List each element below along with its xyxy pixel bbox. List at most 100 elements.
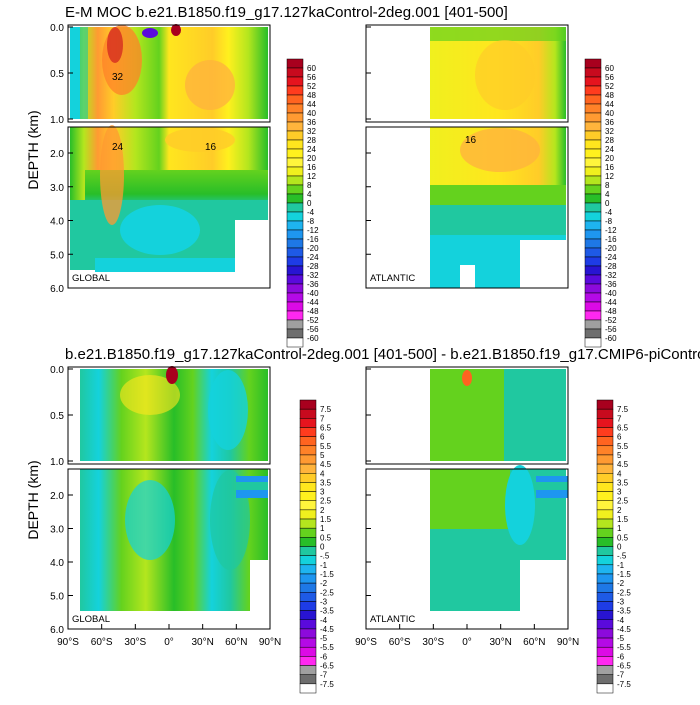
lat-tick-label: 30°N: [489, 637, 511, 648]
colorbar-swatch: [596, 473, 614, 483]
colorbar-swatch: [584, 166, 602, 177]
colorbar-label: 24: [605, 145, 614, 154]
colorbar-swatch: [286, 319, 304, 330]
colorbar-label: -4.5: [617, 625, 631, 634]
contour-label-24: 24: [112, 142, 124, 153]
colorbar-label: -20: [307, 244, 319, 253]
latitude-tick-labels: 90°S 60°S 30°S 0° 30°N 60°N 90°N 90°S 60°S 30°S 0°…: [57, 624, 579, 648]
colorbar-label: -3.5: [617, 607, 631, 616]
colorbar-swatch: [584, 292, 602, 303]
colorbar-label: 4: [307, 190, 312, 199]
colorbar-swatch: [596, 408, 614, 419]
colorbar-swatch: [299, 628, 317, 639]
colorbar-swatch: [286, 166, 304, 177]
colorbar-swatch: [596, 546, 614, 556]
colorbar-swatch: [286, 283, 304, 294]
depth-tick-label: 3.0: [50, 525, 64, 536]
colorbar-label: 5.5: [320, 442, 332, 451]
colorbar-label: 60: [605, 64, 614, 73]
colorbar-label: -2: [320, 579, 328, 588]
colorbar-swatch: [299, 656, 317, 666]
colorbar-label: -32: [605, 271, 617, 280]
colorbar-label: -2.5: [320, 588, 334, 597]
colorbar-swatch: [286, 130, 304, 141]
colorbar-swatch: [584, 256, 602, 267]
colorbar-swatch: [299, 491, 317, 501]
colorbar-swatch: [584, 175, 602, 186]
colorbar-label: 4: [605, 190, 610, 199]
colorbar-swatch: [286, 157, 304, 168]
colorbar-swatch: [286, 67, 304, 78]
colorbar-label: 28: [307, 136, 316, 145]
colorbar-swatch: [299, 646, 317, 657]
colorbar-swatch: [584, 328, 602, 339]
colorbar-swatch: [299, 537, 317, 547]
colorbar-label: -7.5: [617, 680, 631, 689]
depth-tick-label: 0.0: [50, 23, 64, 34]
colorbar-swatch: [596, 610, 614, 620]
colorbar-swatch: [299, 582, 317, 593]
colorbar-swatch: [584, 211, 602, 222]
colorbar-swatch: [584, 130, 602, 141]
colorbar-swatch: [286, 229, 304, 240]
colorbar-label: 40: [605, 109, 614, 118]
colorbar-swatch: [584, 193, 602, 204]
colorbar-label: -16: [307, 235, 319, 244]
lat-tick-label: 30°N: [191, 637, 213, 648]
colorbar-swatch: [299, 482, 317, 492]
bottom-ylabel: DEPTH (km): [25, 460, 41, 539]
depth-tick-label: 5.0: [50, 592, 64, 603]
colorbar-swatch: [299, 500, 317, 511]
colorbar-label: -6: [320, 652, 328, 661]
lat-tick-label: 0°: [164, 637, 174, 648]
colorbar-label: 16: [307, 163, 316, 172]
colorbar-swatch: [596, 555, 614, 566]
colorbar-swatch: [286, 94, 304, 105]
colorbar-swatch: [286, 193, 304, 204]
colorbar-swatch: [286, 76, 304, 87]
colorbar-swatch: [584, 94, 602, 105]
lat-tick-label: 90°S: [57, 637, 79, 648]
colorbar-label: -5: [320, 634, 328, 643]
colorbar-swatch: [299, 637, 317, 648]
colorbar-label: -6.5: [617, 662, 631, 671]
colorbar-label: -12: [307, 226, 319, 235]
colorbar-label: 1: [320, 524, 325, 533]
colorbar-swatch: [286, 103, 304, 114]
top-atlantic-label: ATLANTIC: [370, 273, 415, 284]
colorbar-label: 4.5: [617, 460, 629, 469]
colorbar-label: 3.5: [320, 478, 332, 487]
colorbar-swatch: [596, 500, 614, 511]
depth-tick-label: 1.0: [50, 115, 64, 126]
lat-tick-label: 60°S: [389, 637, 411, 648]
colorbar-swatch: [299, 408, 317, 419]
colorbar-swatch: [299, 555, 317, 566]
colorbar-label: -16: [605, 235, 617, 244]
colorbar-swatch: [286, 121, 304, 132]
colorbar-swatch: [286, 220, 304, 231]
colorbar-label: -56: [307, 325, 319, 334]
colorbar-swatch: [596, 418, 614, 428]
colorbar-swatch: [299, 518, 317, 529]
colorbar-swatch: [299, 427, 317, 437]
colorbar-label: -48: [605, 307, 617, 316]
bottom-atlantic-label: ATLANTIC: [370, 614, 415, 625]
colorbar-label: -48: [307, 307, 319, 316]
colorbar-swatch: [584, 121, 602, 132]
colorbar-swatch: [596, 482, 614, 492]
colorbar-label: 0.5: [320, 533, 332, 542]
colorbar-label: -6.5: [320, 662, 334, 671]
depth-tick-label: 6.0: [50, 284, 64, 295]
colorbar-label: -44: [605, 298, 617, 307]
colorbar-label: -1: [617, 561, 625, 570]
colorbar-swatch: [286, 301, 304, 312]
colorbar-label: 48: [307, 91, 316, 100]
colorbar-label: 5.5: [617, 442, 629, 451]
colorbar-label: -56: [605, 325, 617, 334]
lat-tick-label: 90°N: [259, 637, 281, 648]
colorbar-swatch: [299, 527, 317, 538]
colorbar-label: -.5: [617, 552, 627, 561]
lat-tick-label: 60°N: [523, 637, 545, 648]
colorbar-label: -4: [617, 616, 625, 625]
colorbar-label: 16: [605, 163, 614, 172]
